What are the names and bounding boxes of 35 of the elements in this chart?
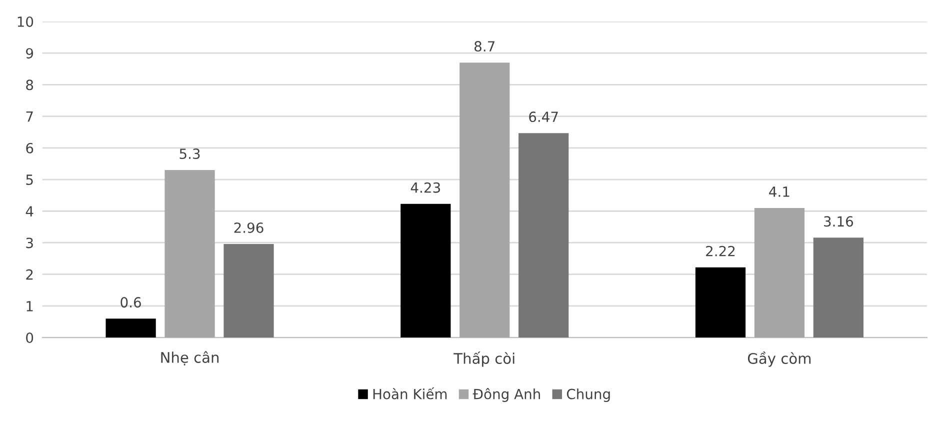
data-label: 2.96 <box>234 222 264 233</box>
bar <box>695 267 746 338</box>
data-label: 4.23 <box>410 182 440 193</box>
y-tick-label: 0 <box>26 332 34 344</box>
y-tick-label: 1 <box>26 301 33 312</box>
y-tick-label: 3 <box>26 238 33 248</box>
x-tick-label: Nhẹ cân <box>161 351 219 366</box>
legend-label: Đông Anh <box>472 388 540 402</box>
bar <box>754 208 805 338</box>
y-tick-label: 5 <box>26 174 33 185</box>
legend-label: Hoàn Kiếm <box>373 387 447 400</box>
bar <box>518 133 569 338</box>
y-tick-label: 9 <box>26 48 34 59</box>
y-tick-label: 2 <box>26 269 33 280</box>
x-tick-label: Thấp còi <box>454 351 514 367</box>
x-tick-label: Gầy còm <box>748 351 811 367</box>
bar <box>460 62 510 338</box>
y-tick-label: 4 <box>26 206 34 216</box>
legend-label: Chung <box>566 388 610 402</box>
data-label: 8.7 <box>474 41 494 52</box>
y-tick-label: 6 <box>26 142 34 154</box>
data-label: 3.16 <box>824 216 854 227</box>
data-label: 2.22 <box>706 246 735 256</box>
bar <box>224 244 274 338</box>
data-label: 0.6 <box>120 297 141 308</box>
bar <box>106 318 156 338</box>
y-tick-label: 8 <box>26 80 34 90</box>
y-tick-label: 7 <box>26 111 33 122</box>
bar <box>400 204 451 338</box>
bar <box>164 170 215 338</box>
y-tick-label: 10 <box>18 16 34 27</box>
data-label: 4.1 <box>769 186 790 197</box>
data-label: 6.47 <box>529 112 558 122</box>
data-label: 5.3 <box>180 148 200 160</box>
bar <box>813 238 864 338</box>
